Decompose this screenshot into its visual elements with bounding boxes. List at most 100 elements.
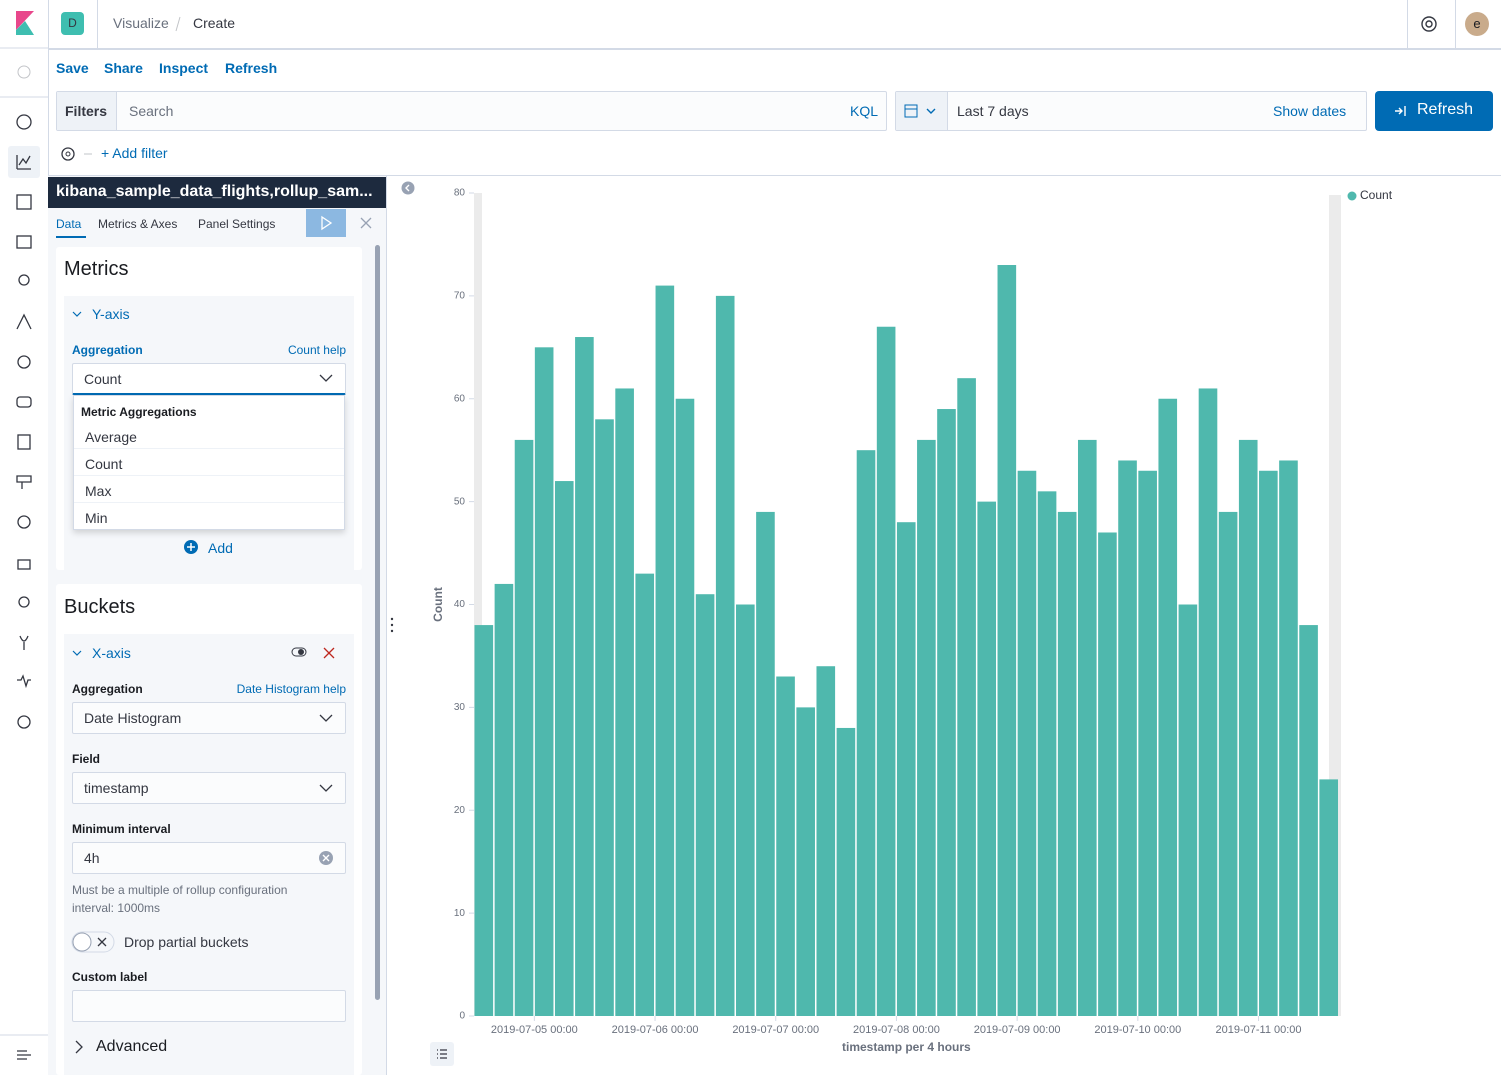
editor-tab[interactable]: Metrics & Axes [98,217,178,231]
bar [816,666,836,1016]
apply-button[interactable] [306,209,346,237]
infra-icon[interactable] [17,355,31,369]
bar [1259,470,1278,1016]
remove-agg-icon[interactable] [323,647,335,659]
agg-title[interactable]: X-axis [92,645,131,661]
add-button[interactable]: Add [208,540,233,556]
siem-icon[interactable] [17,515,31,529]
settings-icon[interactable] [17,715,31,729]
chevron[interactable] [74,1040,84,1054]
collapse-nav-icon[interactable] [17,1050,31,1060]
aggregation-select[interactable] [72,363,346,395]
play-icon [321,215,333,231]
help-link[interactable]: Date Histogram help [236,682,346,696]
help-text: Must be a multiple of rollup configurati… [72,883,288,915]
logo [16,11,34,30]
field-select[interactable] [72,772,346,804]
switch[interactable] [71,931,115,953]
header-border [48,48,1501,50]
maps-icon[interactable] [18,274,30,286]
chevron[interactable] [72,309,82,319]
agg-title[interactable]: Y-axis [92,306,130,322]
side-nav [0,11,48,1060]
help-icon[interactable] [1420,15,1438,33]
x-tick-label: 2019-07-11 00:00 [1216,1024,1302,1036]
bar [635,573,655,1016]
bar [1077,439,1097,1016]
option[interactable]: Max [85,483,112,499]
avatar[interactable]: e [1465,12,1489,36]
toolbar-link[interactable]: Save [56,60,89,76]
option[interactable]: Min [85,510,108,526]
bar [776,676,795,1016]
toolbar-link[interactable]: Refresh [225,60,278,76]
visualize-icon[interactable] [16,155,31,170]
chevron[interactable] [72,648,82,658]
bar [695,594,715,1016]
logs-icon[interactable] [16,396,32,408]
interval-input[interactable] [72,842,346,874]
bar [1218,511,1238,1016]
discard-icon[interactable] [359,216,373,230]
show-dates[interactable]: Show dates [1273,103,1347,119]
toggle-agg-icon[interactable] [291,646,307,658]
app-badge[interactable]: D [61,12,84,35]
bar [736,604,755,1016]
security-icon[interactable] [17,559,31,570]
divider [386,176,387,1075]
option[interactable]: Count [85,456,123,472]
option[interactable]: Average [85,429,137,445]
bar [675,398,695,1016]
y-tick-label: 10 [454,908,466,919]
refresh-button[interactable] [1375,91,1493,131]
scrollbar[interactable] [375,245,380,1000]
x-tick-label: 2019-07-08 00:00 [853,1024,940,1036]
custom-label-input[interactable] [72,990,346,1022]
add-icon[interactable] [183,539,199,555]
toolbar-link[interactable]: Inspect [159,60,209,76]
chart: 0 10 20 30 40 50 60 70 80 2019-07-05 00:00 2019-07… [431,188,1393,1036]
tab-underline [56,236,86,238]
filter-settings-icon[interactable] [58,144,96,164]
apm-icon[interactable] [17,434,31,450]
select-value: Count [84,371,122,387]
calendar-icon[interactable] [903,103,943,119]
language-switcher[interactable]: KQL [850,103,879,119]
editor-tab[interactable]: Data [56,217,82,231]
canvas-icon[interactable] [16,235,32,249]
discover-icon[interactable] [16,114,32,130]
help-link[interactable]: Count help [287,343,346,357]
add-filter[interactable]: + Add filter [101,145,168,161]
input-value: 4h [84,850,100,866]
bar [997,265,1017,1016]
devtools-icon[interactable] [19,635,29,650]
divider [74,475,344,476]
uptime-icon[interactable] [16,475,32,489]
resize-handle[interactable] [388,617,396,633]
editor-tab[interactable]: Panel Settings [198,217,276,231]
refresh-label: Refresh [1417,101,1474,118]
search-input[interactable]: Search [129,103,174,119]
bar [474,625,494,1016]
advanced-toggle[interactable]: Advanced [96,1038,168,1055]
dashboard-icon[interactable] [16,194,32,210]
graph-icon[interactable] [18,596,30,608]
ml-icon[interactable] [16,313,32,330]
y-tick-label: 80 [454,188,466,199]
aggregation-select[interactable] [72,702,346,734]
monitoring-icon[interactable] [17,674,31,689]
bar [796,707,815,1016]
toolbar-link[interactable]: Share [104,60,143,76]
bar [1198,388,1218,1016]
clear-icon[interactable] [318,850,334,866]
recent-icon[interactable] [17,65,31,79]
collapse-editor[interactable] [401,181,415,195]
y-tick-label: 50 [454,496,466,507]
time-range[interactable]: Last 7 days [957,103,1029,119]
breadcrumb[interactable]: Visualize [113,15,169,31]
x-tick-label: 2019-07-10 00:00 [1094,1024,1181,1036]
bar [575,337,594,1016]
y-tick-label: 30 [454,702,466,713]
bar [1118,460,1137,1017]
chevron [319,784,333,792]
